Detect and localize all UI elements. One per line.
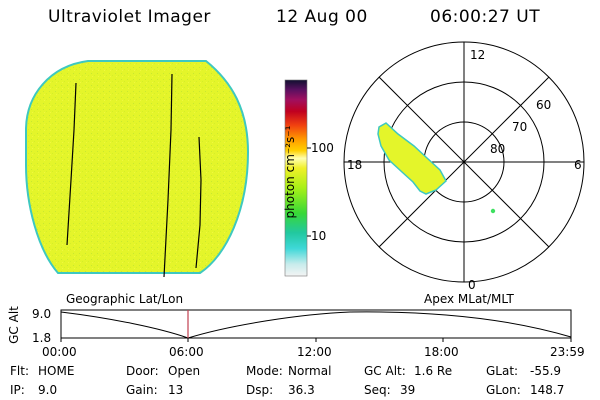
geographic-panel-label: Geographic Lat/Lon xyxy=(66,292,184,306)
info-glon-label: GLon: xyxy=(486,383,521,397)
mlt-label-18: 18 xyxy=(347,158,363,172)
colorbar-tick-100: 100 xyxy=(311,141,334,155)
colorbar-unit-label: photon cm⁻²s⁻¹ xyxy=(283,125,297,219)
earth-disk-image xyxy=(25,60,250,278)
info-seq-label: Seq: xyxy=(364,383,391,397)
mlat-label-60: 60 xyxy=(536,98,552,112)
time-tick-0000: 00:00 xyxy=(42,345,77,359)
apex-panel-label: Apex MLat/MLT xyxy=(424,292,514,306)
scan-line-2 xyxy=(163,73,173,278)
altitude-axis-label: GC Alt xyxy=(7,306,21,344)
observation-date: 12 Aug 00 xyxy=(276,7,368,27)
time-tick-1200: 12:00 xyxy=(297,345,332,359)
info-dsp-label: Dsp: xyxy=(246,383,274,397)
info-mode-label: Mode: xyxy=(246,364,283,378)
info-flt-label: Flt: xyxy=(10,364,29,378)
time-tick-1800: 18:00 xyxy=(424,345,459,359)
info-door-value: Open xyxy=(168,364,201,378)
info-glat-value: -55.9 xyxy=(530,364,562,378)
time-tick-0600: 06:00 xyxy=(169,345,204,359)
altitude-tick-top: 9.0 xyxy=(32,307,52,321)
mlat-label-70: 70 xyxy=(512,120,528,134)
instrument-title: Ultraviolet Imager xyxy=(48,7,211,27)
observation-time: 06:00:27 UT xyxy=(430,7,541,27)
scan-line-3 xyxy=(195,136,202,269)
info-gain-value: 13 xyxy=(168,383,184,397)
mlt-label-0: 0 xyxy=(468,278,476,292)
info-ip-value: 9.0 xyxy=(38,383,58,397)
mlt-label-12: 12 xyxy=(470,48,486,62)
info-seq-value: 39 xyxy=(400,383,416,397)
auroral-spot xyxy=(490,208,496,214)
info-flt-value: HOME xyxy=(38,364,75,378)
info-gcalt-label: GC Alt: xyxy=(364,364,406,378)
info-ip-label: IP: xyxy=(10,383,25,397)
polar-mlat-mlt-plot xyxy=(343,41,585,283)
info-glat-label: GLat: xyxy=(486,364,519,378)
mlt-label-6: 6 xyxy=(574,158,582,172)
scan-line-1 xyxy=(66,82,77,246)
altitude-tick-bottom: 1.8 xyxy=(32,331,52,345)
orbit-altitude-plot xyxy=(60,309,572,342)
info-gcalt-value: 1.6 Re xyxy=(414,364,453,378)
time-tick-2359: 23:59 xyxy=(550,345,585,359)
colorbar-tick-10: 10 xyxy=(311,229,327,243)
auroral-oval-region xyxy=(377,122,447,195)
color-scale-bar xyxy=(284,79,311,277)
info-glon-value: 148.7 xyxy=(530,383,565,397)
mlat-label-80: 80 xyxy=(490,142,506,156)
info-dsp-value: 36.3 xyxy=(288,383,315,397)
info-door-label: Door: xyxy=(126,364,159,378)
info-gain-label: Gain: xyxy=(126,383,158,397)
info-mode-value: Normal xyxy=(288,364,332,378)
